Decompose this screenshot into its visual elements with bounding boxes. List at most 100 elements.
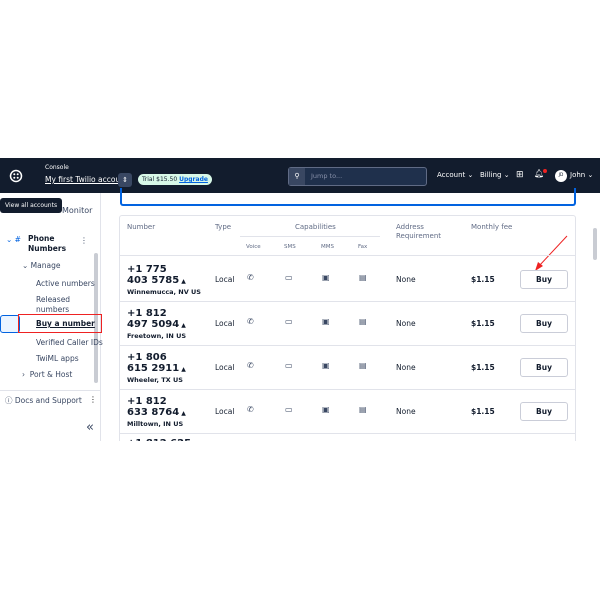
upgrade-link[interactable]: Upgrade (179, 176, 208, 183)
account-menu-label: Account (437, 171, 466, 179)
nav-item[interactable]: TwiML apps (36, 354, 79, 363)
monitor-link[interactable]: Monitor (62, 206, 93, 215)
trial-pill: Trial $15.50 Upgrade (138, 174, 212, 185)
trial-balance: Trial $15.50 (142, 176, 178, 183)
capability-header: Voice (246, 244, 261, 250)
address-requirement: None (396, 275, 416, 284)
phone-number: +1 812 633 8764 (127, 396, 189, 419)
buy-button[interactable]: Buy (520, 402, 568, 421)
filter-box (120, 188, 576, 206)
account-menu[interactable]: Account ⌄ (437, 171, 474, 179)
location: Winnemucca, NV US (127, 288, 201, 296)
capability-icon: ✆ (247, 405, 254, 414)
number-type: Local (215, 275, 235, 284)
nav-item[interactable]: Verified Caller IDs (36, 338, 103, 347)
search-icon: ⚲ (289, 168, 305, 185)
buy-button[interactable]: Buy (520, 270, 568, 289)
location: Wheeler, TX US (127, 376, 183, 384)
port-label: Port & Host (29, 370, 73, 379)
phone-number: +1 806 615 2911 (127, 352, 189, 375)
sidebar-scrollbar (94, 253, 98, 383)
address-requirement: None (396, 407, 416, 416)
sidebar: Monitor ⌄ # Phone Numbers ⋮ ⌄ Manage › P… (0, 193, 103, 441)
capability-icon: ✆ (247, 273, 254, 282)
billing-menu[interactable]: Billing ⌄ (480, 171, 510, 179)
monthly-fee: $1.15 (471, 275, 495, 284)
capability-icon: ▣ (322, 317, 330, 326)
address-requirement: None (396, 363, 416, 372)
nav-item[interactable]: Released numbers (36, 295, 71, 314)
group-toggle[interactable]: ⌄ Manage (22, 261, 61, 270)
capability-icon: ▣ (322, 273, 330, 282)
row-divider (120, 389, 575, 390)
column-header: Monthly fee (471, 223, 513, 231)
column-header: Capabilities (295, 223, 336, 231)
number-type: Local (215, 319, 235, 328)
capability-icon: ✆ (247, 317, 254, 326)
buy-button[interactable]: Buy (520, 358, 568, 377)
number-type: Local (215, 363, 235, 372)
capability-header: MMS (321, 244, 334, 250)
account-switch[interactable]: ⇕ (118, 173, 132, 187)
account-name[interactable]: My first Twilio account (45, 175, 128, 184)
buy-button[interactable]: Buy (520, 314, 568, 333)
section-title[interactable]: Phone Numbers (28, 234, 67, 253)
capabilities-divider (240, 236, 380, 237)
bell-icon[interactable]: 🔔︎ (534, 169, 545, 178)
top-bar: Console My first Twilio account ⇕ Trial … (0, 158, 600, 193)
capability-icon: ▤ (359, 405, 367, 414)
highlight-box (18, 314, 102, 333)
search-box[interactable]: ⚲ Jump to... (288, 167, 427, 186)
notification-dot (543, 169, 547, 173)
number-type: Local (215, 407, 235, 416)
capability-icon: ▤ (359, 317, 367, 326)
port-link[interactable]: › Port & Host (22, 370, 73, 379)
capability-icon: ▭ (285, 317, 293, 326)
capability-icon: ▤ (359, 273, 367, 282)
column-header: Number (127, 223, 156, 231)
row-divider (120, 301, 575, 302)
location: Freetown, IN US (127, 332, 187, 340)
monthly-fee: $1.15 (471, 319, 495, 328)
screen: Console My first Twilio account ⇕ Trial … (0, 158, 600, 441)
capability-icon: ▣ (322, 361, 330, 370)
monthly-fee: $1.15 (471, 407, 495, 416)
capability-icon: ✆ (247, 361, 254, 370)
logo[interactable] (9, 169, 23, 183)
phone-number: +1 812 625 (127, 438, 207, 441)
docs-label: Docs and Support (14, 396, 82, 405)
docs-menu[interactable]: ⋮ (89, 395, 97, 404)
capability-icon: ▭ (285, 273, 293, 282)
section-menu[interactable]: ⋮ (80, 236, 88, 245)
phone-number: +1 812 497 5094 (127, 308, 189, 331)
search-placeholder: Jump to... (311, 172, 343, 180)
capability-header: SMS (284, 244, 296, 250)
column-header: Type (215, 223, 232, 231)
nav-item[interactable]: Active numbers (36, 279, 95, 288)
docs-link[interactable]: ⓘ Docs and Support (5, 396, 82, 405)
row-divider (120, 433, 575, 434)
tooltip: View all accounts (0, 198, 63, 213)
active-highlight (0, 315, 20, 333)
annotation-arrow (535, 235, 568, 271)
avatar[interactable]: JD (555, 170, 567, 182)
monthly-fee: $1.15 (471, 363, 495, 372)
apps-icon[interactable]: ⊞ (516, 170, 524, 180)
phone-number: +1 775 403 5785 (127, 264, 189, 287)
group-title: Manage (30, 261, 61, 270)
column-header: Address Requirement (396, 223, 442, 240)
header-divider (120, 255, 575, 256)
capability-icon: ▤ (359, 361, 367, 370)
console-label: Console (45, 164, 69, 171)
page-scrollbar (593, 228, 597, 260)
divider (0, 390, 100, 391)
location: Milltown, IN US (127, 420, 184, 428)
user-name: John (570, 171, 586, 179)
user-menu[interactable]: John ⌄ (570, 171, 594, 179)
collapse-button[interactable]: « (86, 420, 94, 435)
address-requirement: None (396, 319, 416, 328)
capability-icon: ▭ (285, 361, 293, 370)
nav-item[interactable]: Buy a number (36, 319, 95, 328)
capability-icon: ▣ (322, 405, 330, 414)
